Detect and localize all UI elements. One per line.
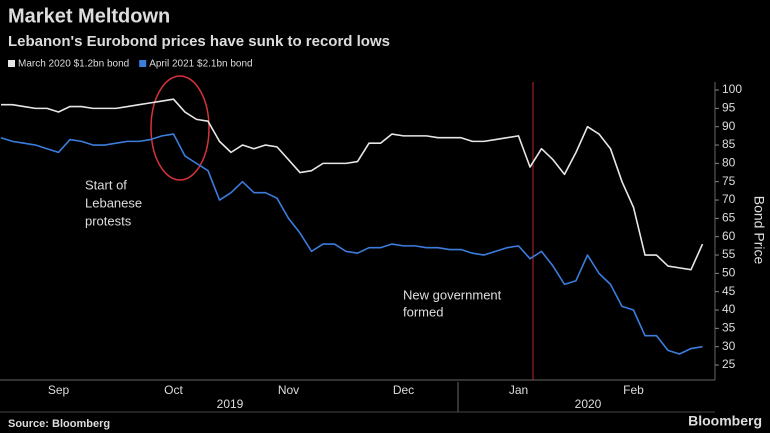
year-label: 2020 <box>575 397 602 411</box>
x-tick-label: Dec <box>393 383 414 397</box>
legend-label: March 2020 $1.2bn bond <box>18 59 129 70</box>
y-tick-label: 65 <box>722 211 736 225</box>
y-tick-label: 90 <box>722 119 736 133</box>
highlight-ellipse <box>150 75 210 181</box>
series-line <box>0 133 703 355</box>
annotation: Lebanese <box>85 195 142 210</box>
brand: Bloomberg <box>688 413 762 429</box>
x-tick-label: Oct <box>164 383 183 397</box>
annotation: New government <box>403 287 502 302</box>
y-tick-label: 75 <box>722 174 736 188</box>
annotation: Start of <box>85 177 127 192</box>
x-tick-label: Sep <box>48 383 70 397</box>
y-tick-label: 95 <box>722 101 736 115</box>
legend-swatch <box>139 60 147 67</box>
y-tick-label: 40 <box>722 302 736 316</box>
y-tick-label: 25 <box>722 357 736 371</box>
y-tick-label: 45 <box>722 284 736 298</box>
y-tick-label: 80 <box>722 156 736 170</box>
y-tick-label: 55 <box>722 247 736 261</box>
y-tick-label: 35 <box>722 321 736 335</box>
year-label: 2019 <box>217 397 244 411</box>
source: Source: Bloomberg <box>8 418 110 430</box>
series-line <box>1 98 704 271</box>
y-tick-label: 70 <box>722 192 736 206</box>
x-tick-label: Feb <box>623 383 644 397</box>
y-tick-label: 50 <box>722 266 736 280</box>
chart-title: Market Meltdown <box>8 5 170 27</box>
x-tick-label: Jan <box>509 383 528 397</box>
y-tick-label: 30 <box>722 339 736 353</box>
x-tick-label: Nov <box>278 383 299 397</box>
y-tick-label: 60 <box>722 229 736 243</box>
legend-swatch <box>8 60 15 67</box>
y-axis-title: Bond Price <box>751 196 767 265</box>
y-tick-label: 100 <box>722 82 742 96</box>
chart-subtitle: Lebanon's Eurobond prices have sunk to r… <box>8 33 390 50</box>
annotation: formed <box>403 304 443 319</box>
y-tick-label: 85 <box>722 137 736 151</box>
annotation: protests <box>85 213 132 228</box>
legend-label: April 2021 $2.1bn bond <box>149 59 252 70</box>
